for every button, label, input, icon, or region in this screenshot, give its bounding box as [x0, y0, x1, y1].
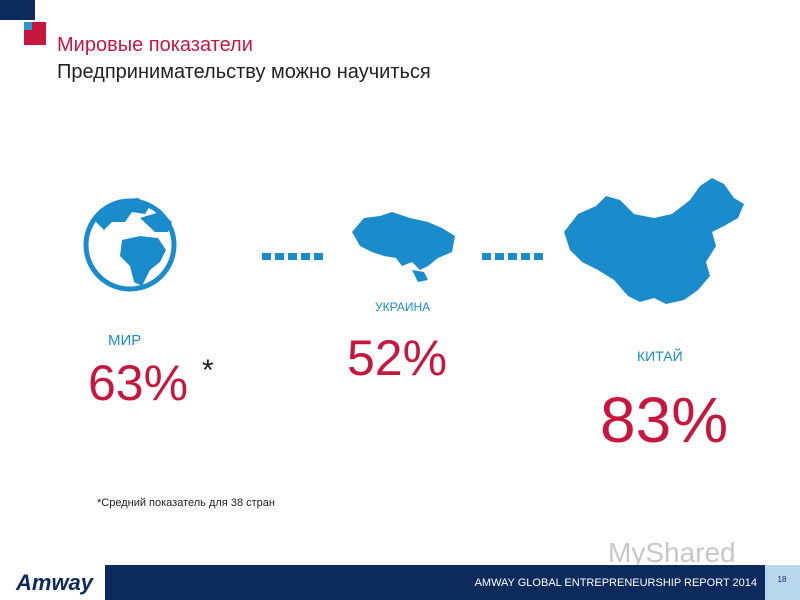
china-label: КИТАЙ	[637, 347, 683, 364]
footer-text: AMWAY GLOBAL ENTREPRENEURSHIP REPORT 201…	[475, 577, 757, 589]
footnote: *Средний показатель для 38 стран	[97, 497, 275, 509]
connector	[262, 253, 543, 260]
world-label: МИР	[108, 332, 141, 349]
china-map	[564, 178, 744, 304]
asterisk: *	[202, 354, 214, 387]
world-value: 63%	[88, 355, 188, 411]
china-value: 83%	[600, 384, 728, 456]
globe-icon	[83, 198, 177, 292]
ukraine-map	[352, 212, 455, 282]
footer-bar	[105, 565, 765, 600]
ukraine-label: УКРАИНА	[375, 300, 430, 314]
page-number: 18	[778, 575, 787, 584]
title: Мировые показатели	[57, 34, 253, 56]
corner-square	[0, 0, 35, 20]
subtitle: Предпринимательству можно научиться	[57, 61, 431, 83]
watermark: MyShared	[608, 537, 736, 568]
ukraine-value: 52%	[347, 330, 447, 386]
page-box	[765, 565, 800, 600]
logo: Amway	[15, 570, 95, 595]
corner-square	[24, 22, 32, 30]
